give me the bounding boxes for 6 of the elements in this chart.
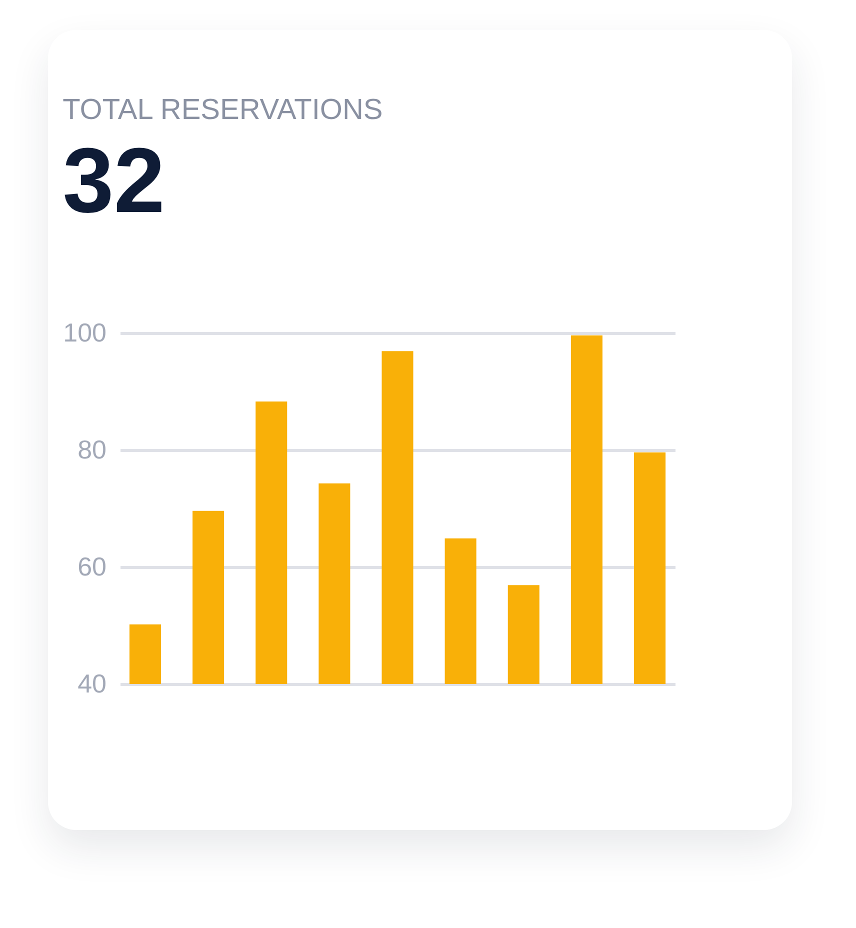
y-tick-label: 100 (63, 318, 106, 348)
y-tick-label: 60 (78, 552, 106, 582)
chart-subtitle: 32 (62, 130, 165, 232)
y-tick-label: 80 (78, 434, 106, 464)
chart-title: TOTAL RESERVATIONS (62, 94, 383, 126)
y-tick-label: 40 (78, 668, 106, 698)
